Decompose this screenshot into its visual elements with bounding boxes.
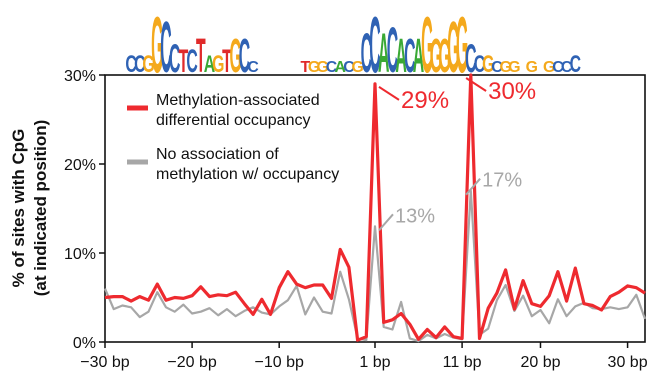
logo-letter: G bbox=[212, 52, 224, 78]
annotation-leader bbox=[465, 77, 487, 92]
logo-letter: G bbox=[439, 29, 451, 83]
logo-letter: C bbox=[491, 59, 503, 76]
logo-letter: C bbox=[552, 59, 564, 76]
logo-letter: A bbox=[395, 29, 406, 83]
logo-letter: T bbox=[196, 29, 206, 83]
logo-letter: C bbox=[247, 59, 259, 76]
logo-letter: C bbox=[404, 29, 415, 83]
logo-letter: G bbox=[229, 29, 241, 83]
x-tick-label: 1 bp bbox=[359, 354, 390, 371]
legend-label-line2: differential occupancy bbox=[156, 112, 310, 129]
logo-letter: C bbox=[474, 52, 486, 78]
logo-letter: C bbox=[570, 52, 582, 78]
x-tick-label: −30 bp bbox=[80, 354, 129, 371]
logo-letter: G bbox=[526, 59, 538, 76]
logo-letter: C bbox=[361, 22, 372, 85]
legend-label-line1: No association of bbox=[156, 146, 279, 163]
annotation-label: 17% bbox=[482, 170, 522, 192]
y-axis-title-line2: (at indicated position) bbox=[31, 120, 50, 297]
y-axis-title: % of sites with CpG (at indicated positi… bbox=[9, 120, 50, 297]
logo-letter: T bbox=[300, 59, 310, 76]
logo-letter: A bbox=[413, 29, 424, 83]
logo-letter: G bbox=[430, 29, 442, 83]
legend: Methylation-associated differential occup… bbox=[127, 92, 339, 183]
logo-letter: A bbox=[334, 59, 346, 76]
y-axis-title-line1: % of sites with CpG bbox=[9, 129, 28, 288]
logo-letter: G bbox=[308, 59, 320, 76]
logo-letter: G bbox=[142, 52, 154, 78]
legend-label-line2: methylation w/ occupancy bbox=[156, 166, 339, 183]
y-axis: 0% 10% 20% 30% bbox=[64, 68, 105, 352]
logo-letter: T bbox=[179, 44, 189, 80]
series-line-methylation-associated bbox=[104, 73, 646, 342]
logo-letter: G bbox=[151, 1, 163, 90]
annotation-label: 29% bbox=[401, 87, 449, 114]
x-tick-label: 20 bp bbox=[520, 354, 560, 371]
y-tick-label: 0% bbox=[73, 335, 96, 352]
logo-letter: G bbox=[482, 52, 494, 78]
logo-letter: G bbox=[499, 59, 511, 76]
logo-letter: G bbox=[543, 59, 555, 76]
logo-letter: G bbox=[317, 59, 329, 76]
logo-letter: G bbox=[456, 1, 468, 90]
x-tick-label: 30 bp bbox=[608, 354, 648, 371]
logo-letter: C bbox=[369, 1, 380, 90]
annotation-leader bbox=[378, 213, 394, 231]
logo-letter: C bbox=[561, 59, 573, 76]
logo-letter: C bbox=[343, 59, 355, 76]
logo-letter: C bbox=[186, 44, 197, 80]
y-tick-label: 30% bbox=[64, 68, 96, 85]
legend-label-line1: Methylation-associated bbox=[156, 92, 320, 109]
plot-frame bbox=[104, 74, 646, 343]
annotations: 29% 30% 13% 17% bbox=[378, 77, 536, 231]
x-tick-label: −20 bp bbox=[167, 354, 216, 371]
logo-letter: C bbox=[134, 52, 146, 78]
annotation-label: 13% bbox=[395, 205, 435, 227]
series-line-no-association bbox=[103, 189, 647, 343]
logo-letter: G bbox=[351, 59, 363, 76]
x-tick-label: −10 bp bbox=[254, 354, 303, 371]
logo-letter: A bbox=[204, 52, 216, 78]
logo-letter: C bbox=[239, 29, 250, 83]
logo-letter: C bbox=[326, 59, 338, 76]
logo-letter: C bbox=[465, 36, 476, 81]
annotation-leader bbox=[465, 178, 481, 196]
annotation-label: 30% bbox=[488, 78, 536, 105]
plot-area bbox=[103, 73, 647, 343]
logo-letter: C bbox=[125, 52, 137, 78]
y-tick-label: 20% bbox=[64, 157, 96, 174]
logo-letter: G bbox=[508, 59, 520, 76]
annotation-leader bbox=[378, 86, 400, 101]
logo-letter: G bbox=[447, 8, 459, 88]
y-tick-label: 10% bbox=[64, 246, 96, 263]
logo-letter: A bbox=[378, 22, 389, 85]
x-axis: −30 bp −20 bp −10 bp 1 bp 11 bp 20 bp 30 bp bbox=[80, 342, 648, 371]
logo-letter: G bbox=[421, 1, 433, 90]
logo-letter: C bbox=[169, 36, 180, 81]
logo-letter: T bbox=[222, 44, 232, 80]
logo-letter: C bbox=[160, 8, 171, 88]
logo-letter: C bbox=[387, 14, 398, 85]
x-tick-label: 11 bp bbox=[443, 354, 482, 371]
